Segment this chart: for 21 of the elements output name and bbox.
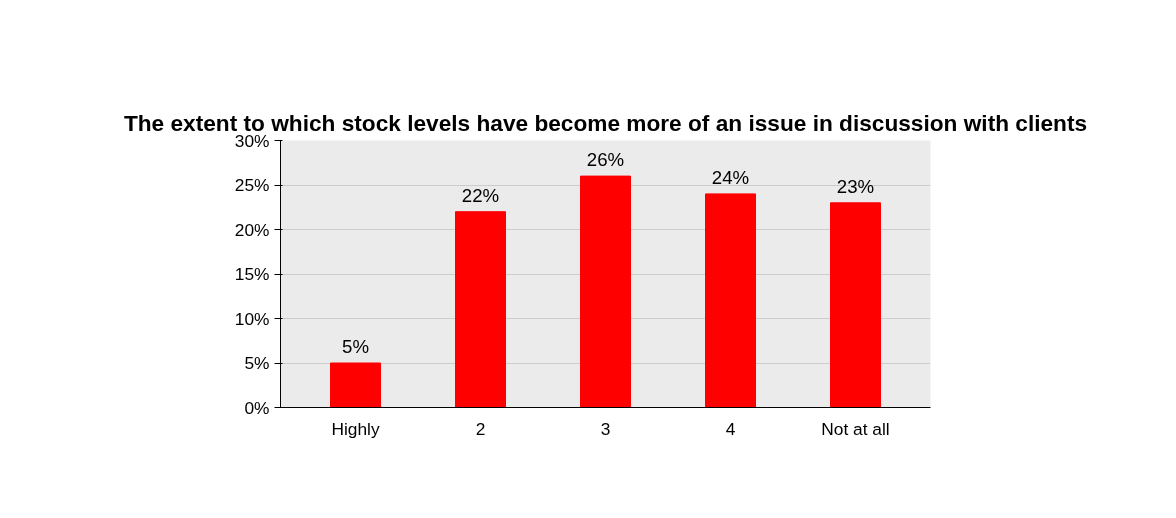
y-tick-label: 10% [234,308,270,329]
y-tick-label: 20% [234,219,270,240]
bar [830,202,881,408]
bar [330,362,381,408]
data-label: 26% [586,149,625,171]
bar [580,175,631,408]
data-label: 5% [342,336,369,357]
x-tick-label: 3 [600,418,611,439]
x-tick-label: 4 [725,418,736,439]
data-label: 22% [461,184,500,206]
bar [705,193,756,408]
x-tick-label: Highly [331,418,380,439]
x-tick-label: 2 [475,418,486,439]
x-tick-label: Not at all [821,418,890,439]
data-label: 24% [711,166,750,188]
data-label: 23% [836,175,875,197]
y-tick-label: 5% [244,353,270,373]
y-tick-label: 25% [234,175,270,195]
y-tick-label: 15% [234,264,270,284]
y-tick-label: 0% [244,397,270,418]
bar [455,211,506,408]
